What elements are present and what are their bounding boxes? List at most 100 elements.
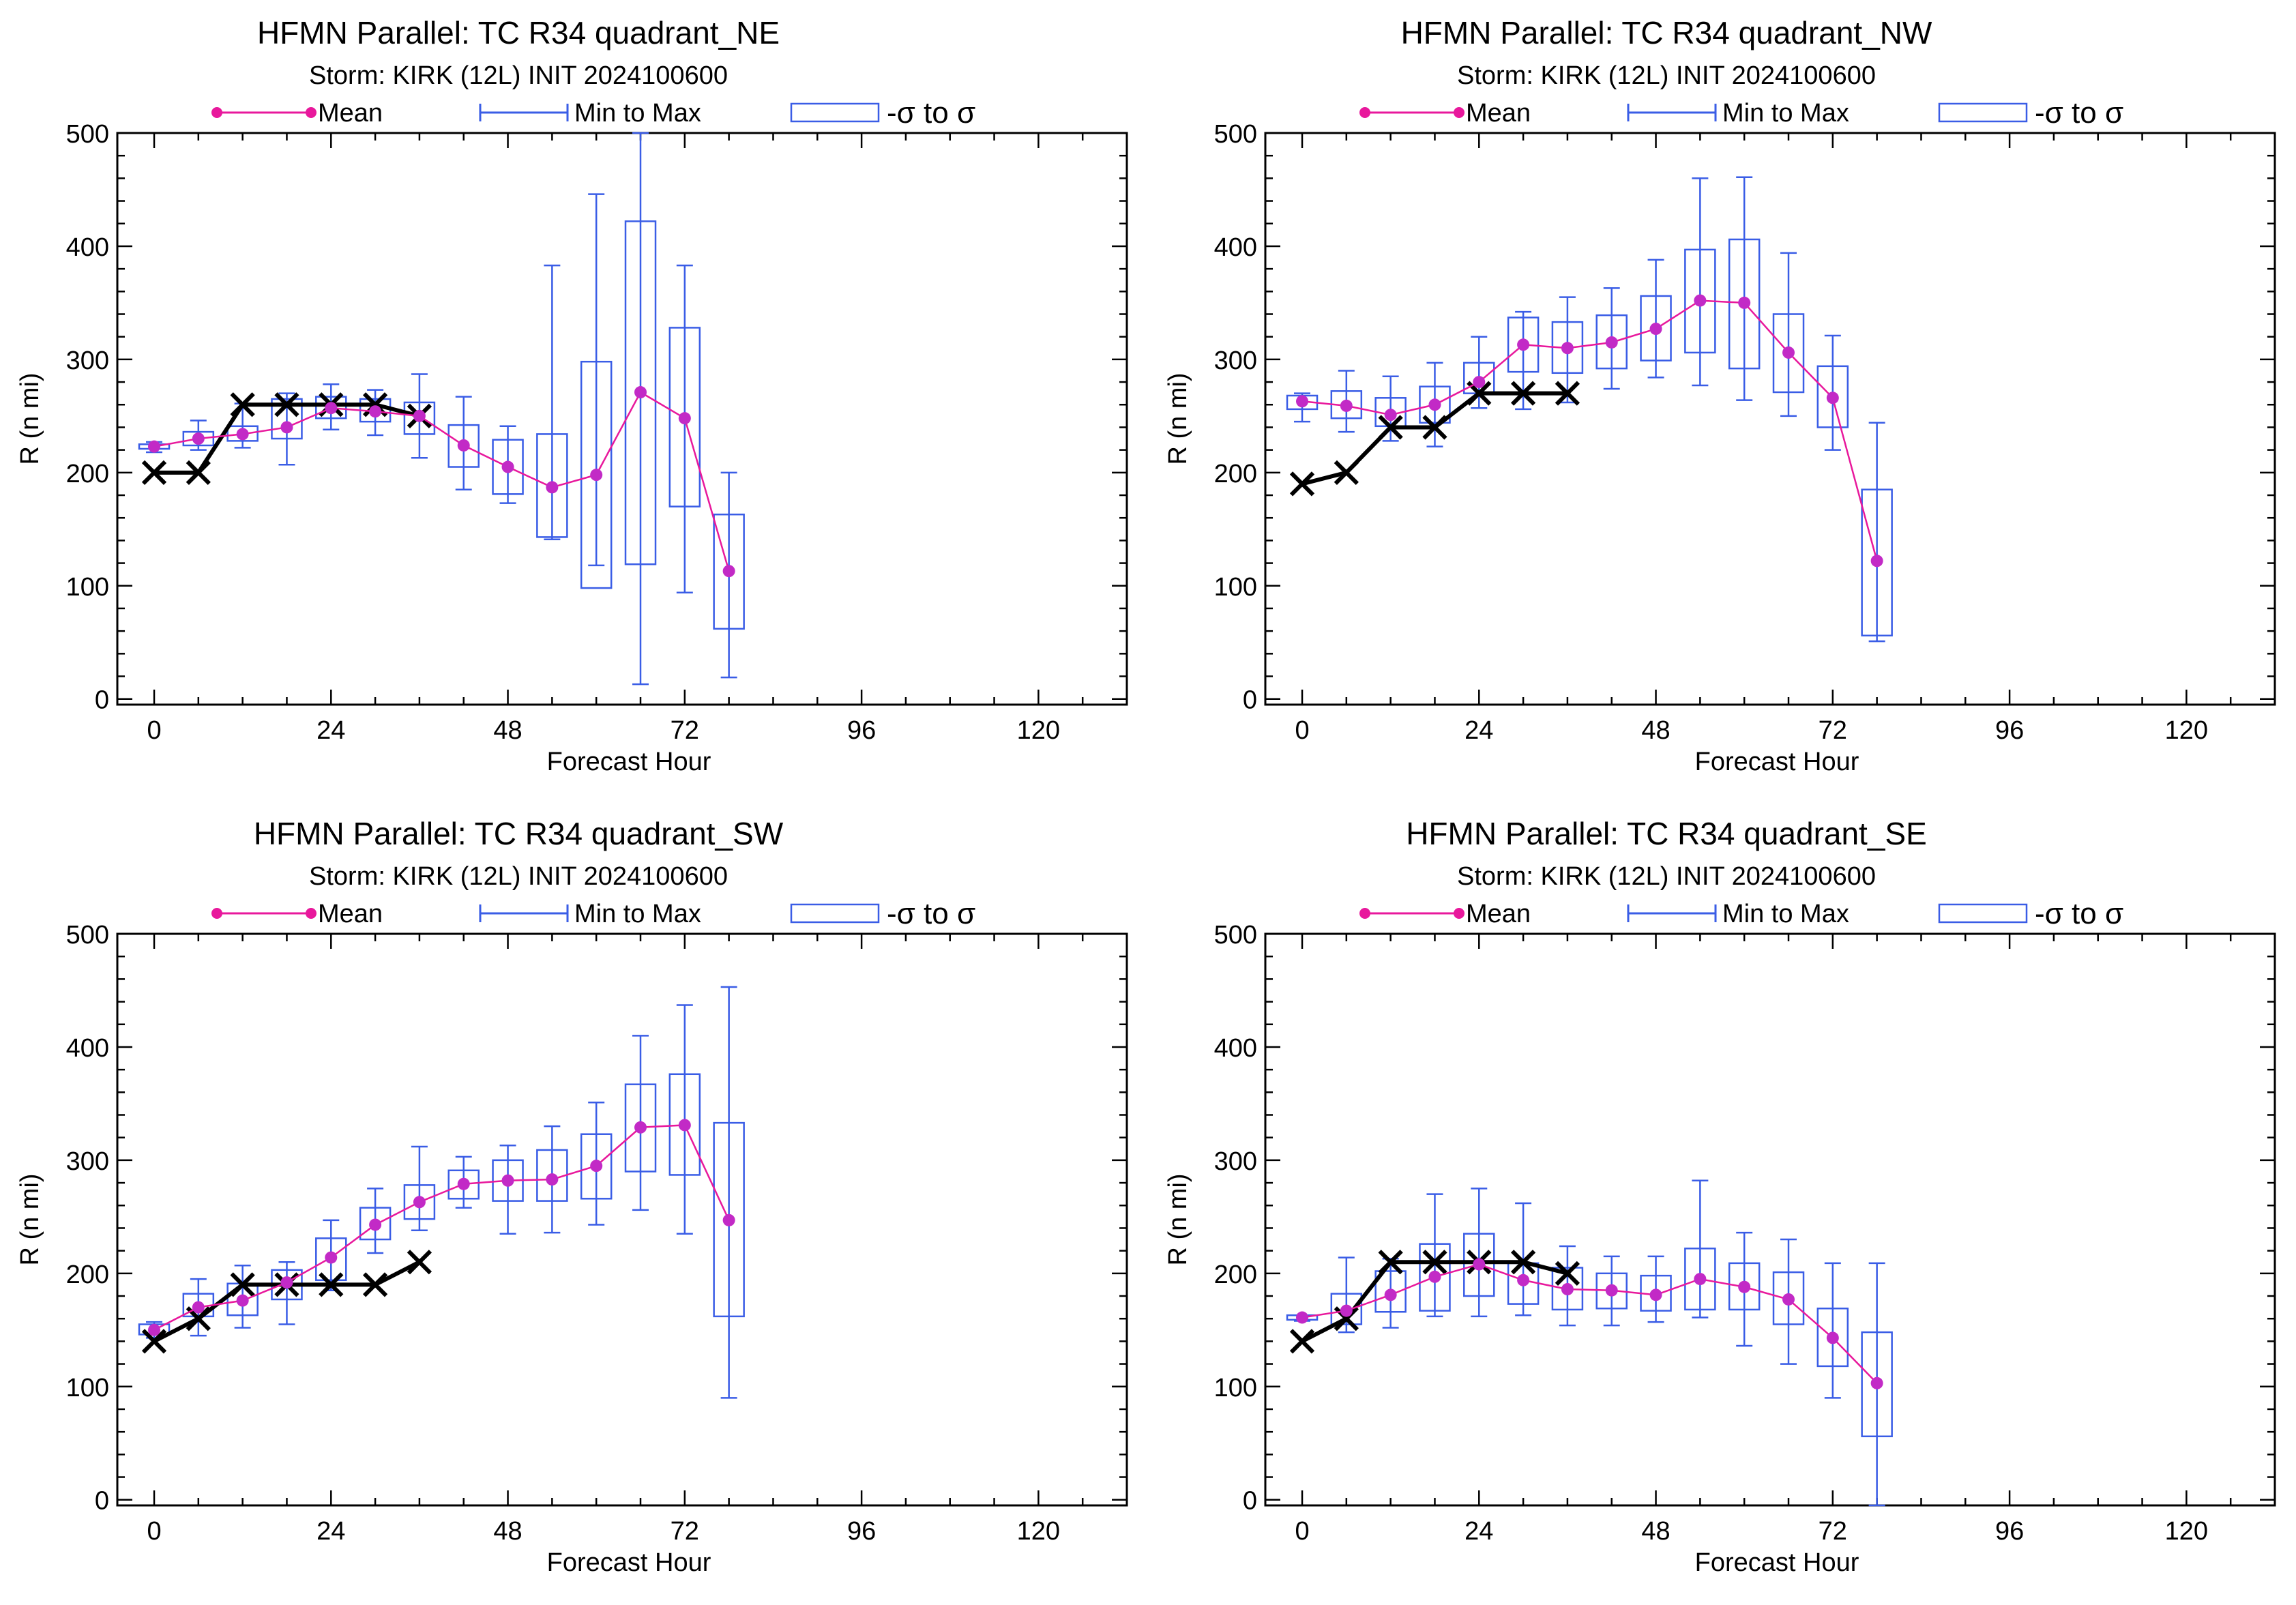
mean-point: [590, 1160, 603, 1173]
y-tick-label: 0: [95, 686, 109, 715]
x-tick-label: 24: [1465, 716, 1493, 745]
observed-marker-stroke: [362, 1272, 388, 1297]
plot-frame: [1264, 132, 2276, 706]
chart-title: HFMN Parallel: TC R34 quadrant_NE: [257, 15, 780, 50]
series-range: [1286, 1179, 1893, 1507]
mean-point: [1296, 395, 1309, 408]
mean-point: [1738, 296, 1751, 309]
x-tick-label: 48: [493, 1517, 522, 1546]
legend: Mean Min to Max -σ to σ: [1359, 897, 2123, 930]
chart-subtitle: Storm: KIRK (12L) INIT 2024100600: [309, 862, 728, 891]
mean-point: [1561, 342, 1574, 355]
mean-point: [634, 1121, 647, 1134]
sigma-box: [1728, 238, 1761, 370]
legend-sigma-box: [790, 903, 880, 924]
legend-mean-marker: [306, 107, 317, 118]
mean-point: [236, 1294, 249, 1307]
mean-point: [678, 412, 691, 425]
y-tick-label: 200: [1214, 1261, 1257, 1289]
observed-marker-stroke: [1334, 460, 1359, 485]
mean-point: [678, 1119, 691, 1132]
y-tick-label: 300: [1214, 1147, 1257, 1176]
sigma-box: [580, 1133, 613, 1200]
mean-point: [369, 1218, 382, 1231]
mean-point: [1649, 1289, 1662, 1301]
y-axis: 0 100 200 300 400 500: [66, 921, 1127, 1516]
mean-point: [501, 460, 514, 473]
observed-marker: [1422, 415, 1447, 440]
y-axis-label: R (n mi): [16, 1173, 44, 1265]
chart-subtitle: Storm: KIRK (12L) INIT 2024100600: [1457, 61, 1876, 90]
mean-point: [1826, 392, 1839, 404]
legend: Mean Min to Max -σ to σ: [1359, 96, 2123, 130]
mean-point: [457, 439, 470, 452]
sigma-box: [1861, 488, 1893, 637]
mean-point: [1340, 1304, 1353, 1317]
observed-marker-stroke: [141, 1329, 167, 1354]
chart-title: HFMN Parallel: TC R34 quadrant_SW: [254, 816, 784, 851]
mean-point: [1428, 1270, 1441, 1283]
sigma-box: [1595, 314, 1628, 370]
x-tick-label: 120: [2165, 1517, 2208, 1546]
observed-marker-stroke: [1422, 1250, 1447, 1275]
mean-point: [413, 409, 426, 422]
x-tick-label: 48: [493, 716, 522, 745]
mean-point: [1649, 323, 1662, 336]
chart-subtitle: Storm: KIRK (12L) INIT 2024100600: [309, 61, 728, 90]
chart-panel-3: HFMN Parallel: TC R34 quadrant_SW Storm: …: [16, 816, 1128, 1577]
mean-point: [1384, 1289, 1397, 1301]
mean-point: [1428, 398, 1441, 411]
sigma-box: [226, 425, 259, 442]
y-tick-label: 400: [1214, 1034, 1257, 1063]
sigma-box: [447, 424, 480, 468]
y-tick-label: 500: [1214, 921, 1257, 949]
legend-sigma-label: -σ to σ: [2035, 897, 2123, 930]
observed-marker-stroke: [1378, 1250, 1403, 1275]
chart-subtitle: Storm: KIRK (12L) INIT 2024100600: [1457, 862, 1876, 891]
y-tick-label: 300: [66, 1147, 109, 1176]
x-axis: 0 24 48 72 96 120: [147, 934, 1084, 1546]
sigma-box: [315, 396, 347, 419]
x-tick-label: 0: [147, 716, 161, 745]
sigma-box: [315, 1237, 347, 1282]
series-mean: [1296, 294, 1883, 568]
y-tick-label: 400: [66, 233, 109, 262]
observed-marker-stroke: [1510, 381, 1536, 406]
legend-mean-marker: [1359, 908, 1370, 919]
y-tick-label: 100: [66, 1374, 109, 1402]
mean-point: [501, 1174, 514, 1187]
x-axis-label: Forecast Hour: [1695, 748, 1859, 776]
x-tick-label: 72: [1819, 716, 1847, 745]
observed-marker-stroke: [1555, 381, 1580, 406]
mean-point: [1517, 338, 1530, 351]
y-tick-label: 200: [1214, 460, 1257, 488]
sigma-box: [403, 401, 436, 435]
mean-point: [1605, 1284, 1618, 1297]
x-tick-label: 24: [317, 716, 345, 745]
y-axis: 0 100 200 300 400 500: [1214, 120, 2275, 715]
legend-range-label: Min to Max: [1722, 99, 1849, 128]
sigma-box: [271, 398, 303, 440]
sigma-box: [403, 1184, 436, 1220]
x-tick-label: 0: [1295, 716, 1309, 745]
legend-mean-marker: [306, 908, 317, 919]
x-tick-label: 96: [847, 716, 876, 745]
x-tick-label: 24: [317, 1517, 345, 1546]
observed-marker-stroke: [1510, 1250, 1536, 1275]
x-tick-label: 120: [2165, 716, 2208, 745]
observed-marker: [141, 1329, 167, 1354]
mean-point: [1561, 1283, 1574, 1296]
x-axis-label: Forecast Hour: [1695, 1548, 1859, 1577]
mean-point: [1473, 376, 1486, 389]
mean-line: [153, 391, 730, 572]
legend-sigma-box: [1938, 903, 2028, 924]
legend-mean-marker: [1454, 908, 1465, 919]
sigma-box: [1640, 295, 1672, 362]
y-tick-label: 0: [95, 1487, 109, 1516]
observed-marker-stroke: [1422, 415, 1447, 440]
sigma-box: [1330, 1293, 1363, 1325]
sigma-box: [1595, 1272, 1628, 1310]
mean-point: [325, 1251, 338, 1264]
